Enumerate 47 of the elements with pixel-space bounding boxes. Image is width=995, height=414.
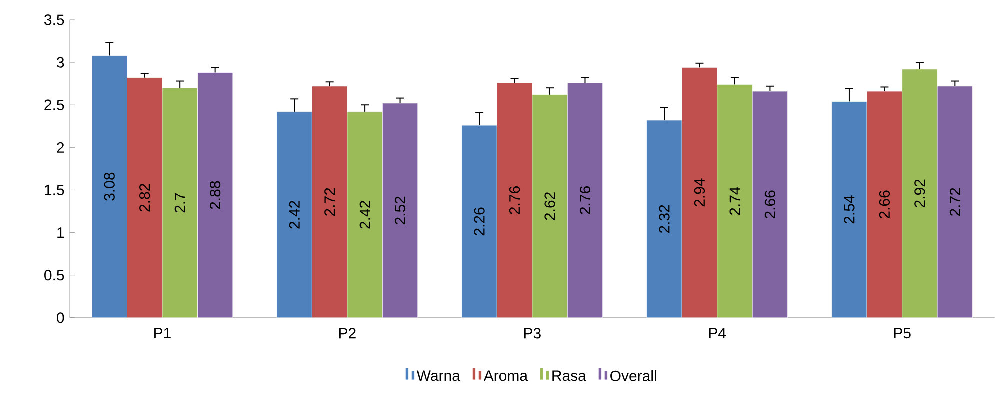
- bar: [902, 69, 938, 318]
- x-tick-label: P4: [709, 328, 726, 338]
- y-tick-label: 0: [57, 312, 64, 324]
- data-label: 3.08: [104, 172, 115, 201]
- bar: [198, 72, 234, 318]
- data-label: 2.32: [659, 205, 670, 234]
- y-tick-label: 1: [58, 228, 64, 238]
- data-label: 2.92: [914, 180, 926, 208]
- data-label: 2.42: [360, 201, 370, 229]
- bar: [717, 84, 753, 318]
- data-label: 2.26: [474, 208, 485, 236]
- bar: [382, 103, 418, 318]
- bar: [567, 82, 604, 318]
- y-tick-label: 3.5: [44, 14, 64, 26]
- y-tick-label: 3: [57, 57, 64, 68]
- y-tick-label: 2: [57, 142, 64, 153]
- legend-label: Aroma: [484, 370, 528, 382]
- x-tick-label: P1: [154, 328, 171, 338]
- bar: [347, 112, 383, 318]
- data-label: 2.82: [140, 184, 150, 212]
- legend-label: Rasa: [552, 370, 586, 382]
- data-label: 2.66: [879, 190, 890, 219]
- x-tick-label: P3: [524, 328, 541, 339]
- data-label: 2.94: [694, 178, 706, 207]
- bar: [752, 91, 788, 318]
- x-tick-label: P2: [339, 328, 356, 339]
- data-label: 2.54: [844, 196, 855, 224]
- x-tick-label: P5: [894, 328, 911, 339]
- data-label: 2.76: [509, 186, 520, 214]
- data-label: 2.52: [394, 196, 406, 225]
- data-label: 2.74: [730, 187, 740, 216]
- bar: [532, 94, 568, 318]
- legend-label: Warna: [416, 370, 460, 382]
- bar: [162, 88, 198, 318]
- data-label: 2.76: [580, 186, 591, 214]
- data-label: 2.42: [289, 201, 300, 229]
- bar: [937, 86, 973, 318]
- data-label: 2.72: [950, 188, 960, 216]
- data-label: 2.7: [174, 193, 186, 213]
- data-label: 2.88: [210, 181, 221, 210]
- data-label: 2.62: [544, 192, 556, 220]
- y-tick-label: 1.5: [45, 185, 64, 196]
- data-label: 2.66: [764, 190, 776, 219]
- legend-label: Overall: [610, 370, 656, 382]
- y-tick-label: 0.5: [44, 270, 64, 281]
- y-tick-label: 2.5: [44, 100, 64, 110]
- data-label: 2.72: [324, 188, 336, 216]
